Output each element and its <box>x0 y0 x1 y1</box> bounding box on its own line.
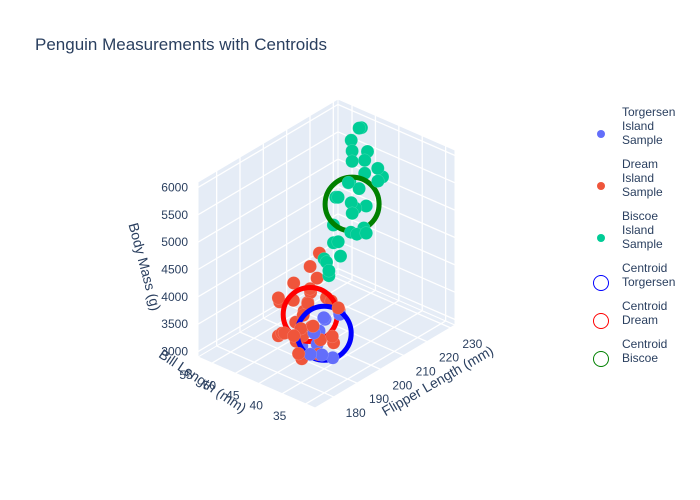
legend-centroid-icon <box>593 275 609 291</box>
gridline-y-floor <box>281 310 423 395</box>
legend-label: Torgersen <box>622 275 675 289</box>
legend-label: Biscoe <box>622 351 658 365</box>
gridline-z-side <box>337 185 456 239</box>
gridline-y-floor <box>305 320 446 405</box>
chart-title: Penguin Measurements with Centroids <box>35 35 327 54</box>
legend-label: Island <box>622 171 654 185</box>
legend-label: Island <box>622 223 654 237</box>
data-point <box>331 235 345 249</box>
legend-marker-icon <box>597 182 605 190</box>
data-point <box>306 319 320 333</box>
gridline-z-side <box>337 267 456 321</box>
data-point <box>271 291 286 305</box>
data-point <box>333 249 348 263</box>
data-point <box>352 181 366 196</box>
data-point <box>341 175 356 190</box>
gridline-z-side <box>337 103 456 157</box>
data-point <box>287 329 301 343</box>
legend-label: Sample <box>622 237 663 251</box>
x-tick-label: 230 <box>462 337 482 351</box>
legend-label: Biscoe <box>622 209 658 223</box>
z-tick-label: 5000 <box>161 235 188 249</box>
gridline-z-back <box>197 185 339 271</box>
legend-centroid-icon <box>593 313 609 329</box>
y-tick-label: 50 <box>203 378 217 392</box>
data-point <box>317 310 331 325</box>
data-point <box>371 174 385 188</box>
gridline-x-floor <box>216 345 334 398</box>
z-tick-label: 4500 <box>161 263 188 277</box>
x-tick-label: 220 <box>439 351 459 365</box>
data-point <box>286 276 301 290</box>
legend-label: Centroid <box>622 261 667 275</box>
legend: TorgersenIslandSampleDreamIslandSampleBi… <box>593 105 676 367</box>
y-tick-label: 35 <box>273 409 287 423</box>
y-tick-label: 40 <box>250 399 264 413</box>
legend-label: Sample <box>622 133 663 147</box>
gridline-z-back <box>197 158 339 243</box>
x-tick-label: 200 <box>392 378 412 392</box>
data-point <box>345 154 359 169</box>
z-tick-label: 5500 <box>161 208 188 222</box>
legend-label: Torgersen <box>622 105 675 119</box>
gridline-z-back <box>197 131 339 216</box>
data-point <box>331 190 345 205</box>
legend-label: Sample <box>622 185 663 199</box>
data-point <box>371 161 385 176</box>
legend-centroid-icon <box>593 351 609 367</box>
gridline-x-floor <box>333 276 451 329</box>
data-point <box>303 347 318 362</box>
legend-label: Dream <box>622 157 658 171</box>
x-tick-label: 210 <box>416 364 436 378</box>
data-point <box>315 348 329 362</box>
data-point <box>325 329 339 344</box>
x-tick-label: 180 <box>346 406 366 420</box>
legend-label: Dream <box>622 313 658 327</box>
y-tick-label: 55 <box>179 368 193 382</box>
data-point <box>322 263 336 278</box>
z-tick-label: 4000 <box>161 290 188 304</box>
data-point <box>357 153 372 168</box>
z-tick-label: 3000 <box>161 345 188 359</box>
legend-label: Centroid <box>622 299 667 313</box>
data-point <box>303 259 317 274</box>
z-tick-label: 3500 <box>161 317 188 331</box>
legend-label: Centroid <box>622 337 667 351</box>
gridline-z-back <box>197 103 339 189</box>
legend-marker-icon <box>597 130 605 138</box>
gridline-z-side <box>337 240 456 293</box>
data-point <box>345 206 359 221</box>
x-tick-label: 190 <box>369 392 389 406</box>
legend-marker-icon <box>597 234 605 242</box>
y-tick-label: 45 <box>226 389 240 403</box>
scene-points <box>271 120 390 366</box>
data-point <box>359 226 373 240</box>
data-point <box>331 301 346 315</box>
legend-label: Island <box>622 119 654 133</box>
gridline-z-side <box>337 213 456 266</box>
gridline-z-side <box>337 158 456 211</box>
z-tick-label: 6000 <box>161 180 188 194</box>
gridline-z-back <box>197 213 339 298</box>
data-point <box>352 121 366 135</box>
data-point <box>291 346 306 361</box>
